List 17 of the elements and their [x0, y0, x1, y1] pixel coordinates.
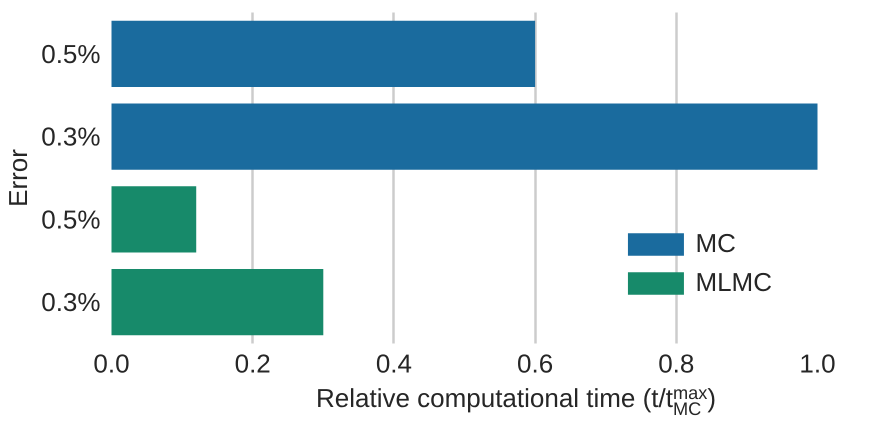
x-tick-label: 1.0	[799, 348, 836, 378]
x-tick-label: 0.4	[376, 348, 412, 378]
x-tick-label: 0.2	[234, 348, 271, 378]
x-tick-label: 0.8	[658, 348, 694, 378]
x-tick-label: 0.6	[517, 348, 554, 378]
bar	[112, 269, 324, 336]
bar	[112, 104, 818, 170]
bar	[112, 186, 196, 252]
y-tick-label: 0.5%	[41, 204, 101, 234]
bar	[112, 20, 536, 87]
legend-label: MC	[695, 228, 736, 259]
y-tick-label: 0.3%	[41, 287, 101, 318]
legend-label: MLMC	[695, 267, 772, 298]
x-tick-label: 0.0	[93, 348, 130, 378]
y-tick-label: 0.3%	[41, 122, 101, 152]
y-tick-label: 0.5%	[41, 38, 101, 69]
y-axis-title: Error	[3, 148, 34, 207]
